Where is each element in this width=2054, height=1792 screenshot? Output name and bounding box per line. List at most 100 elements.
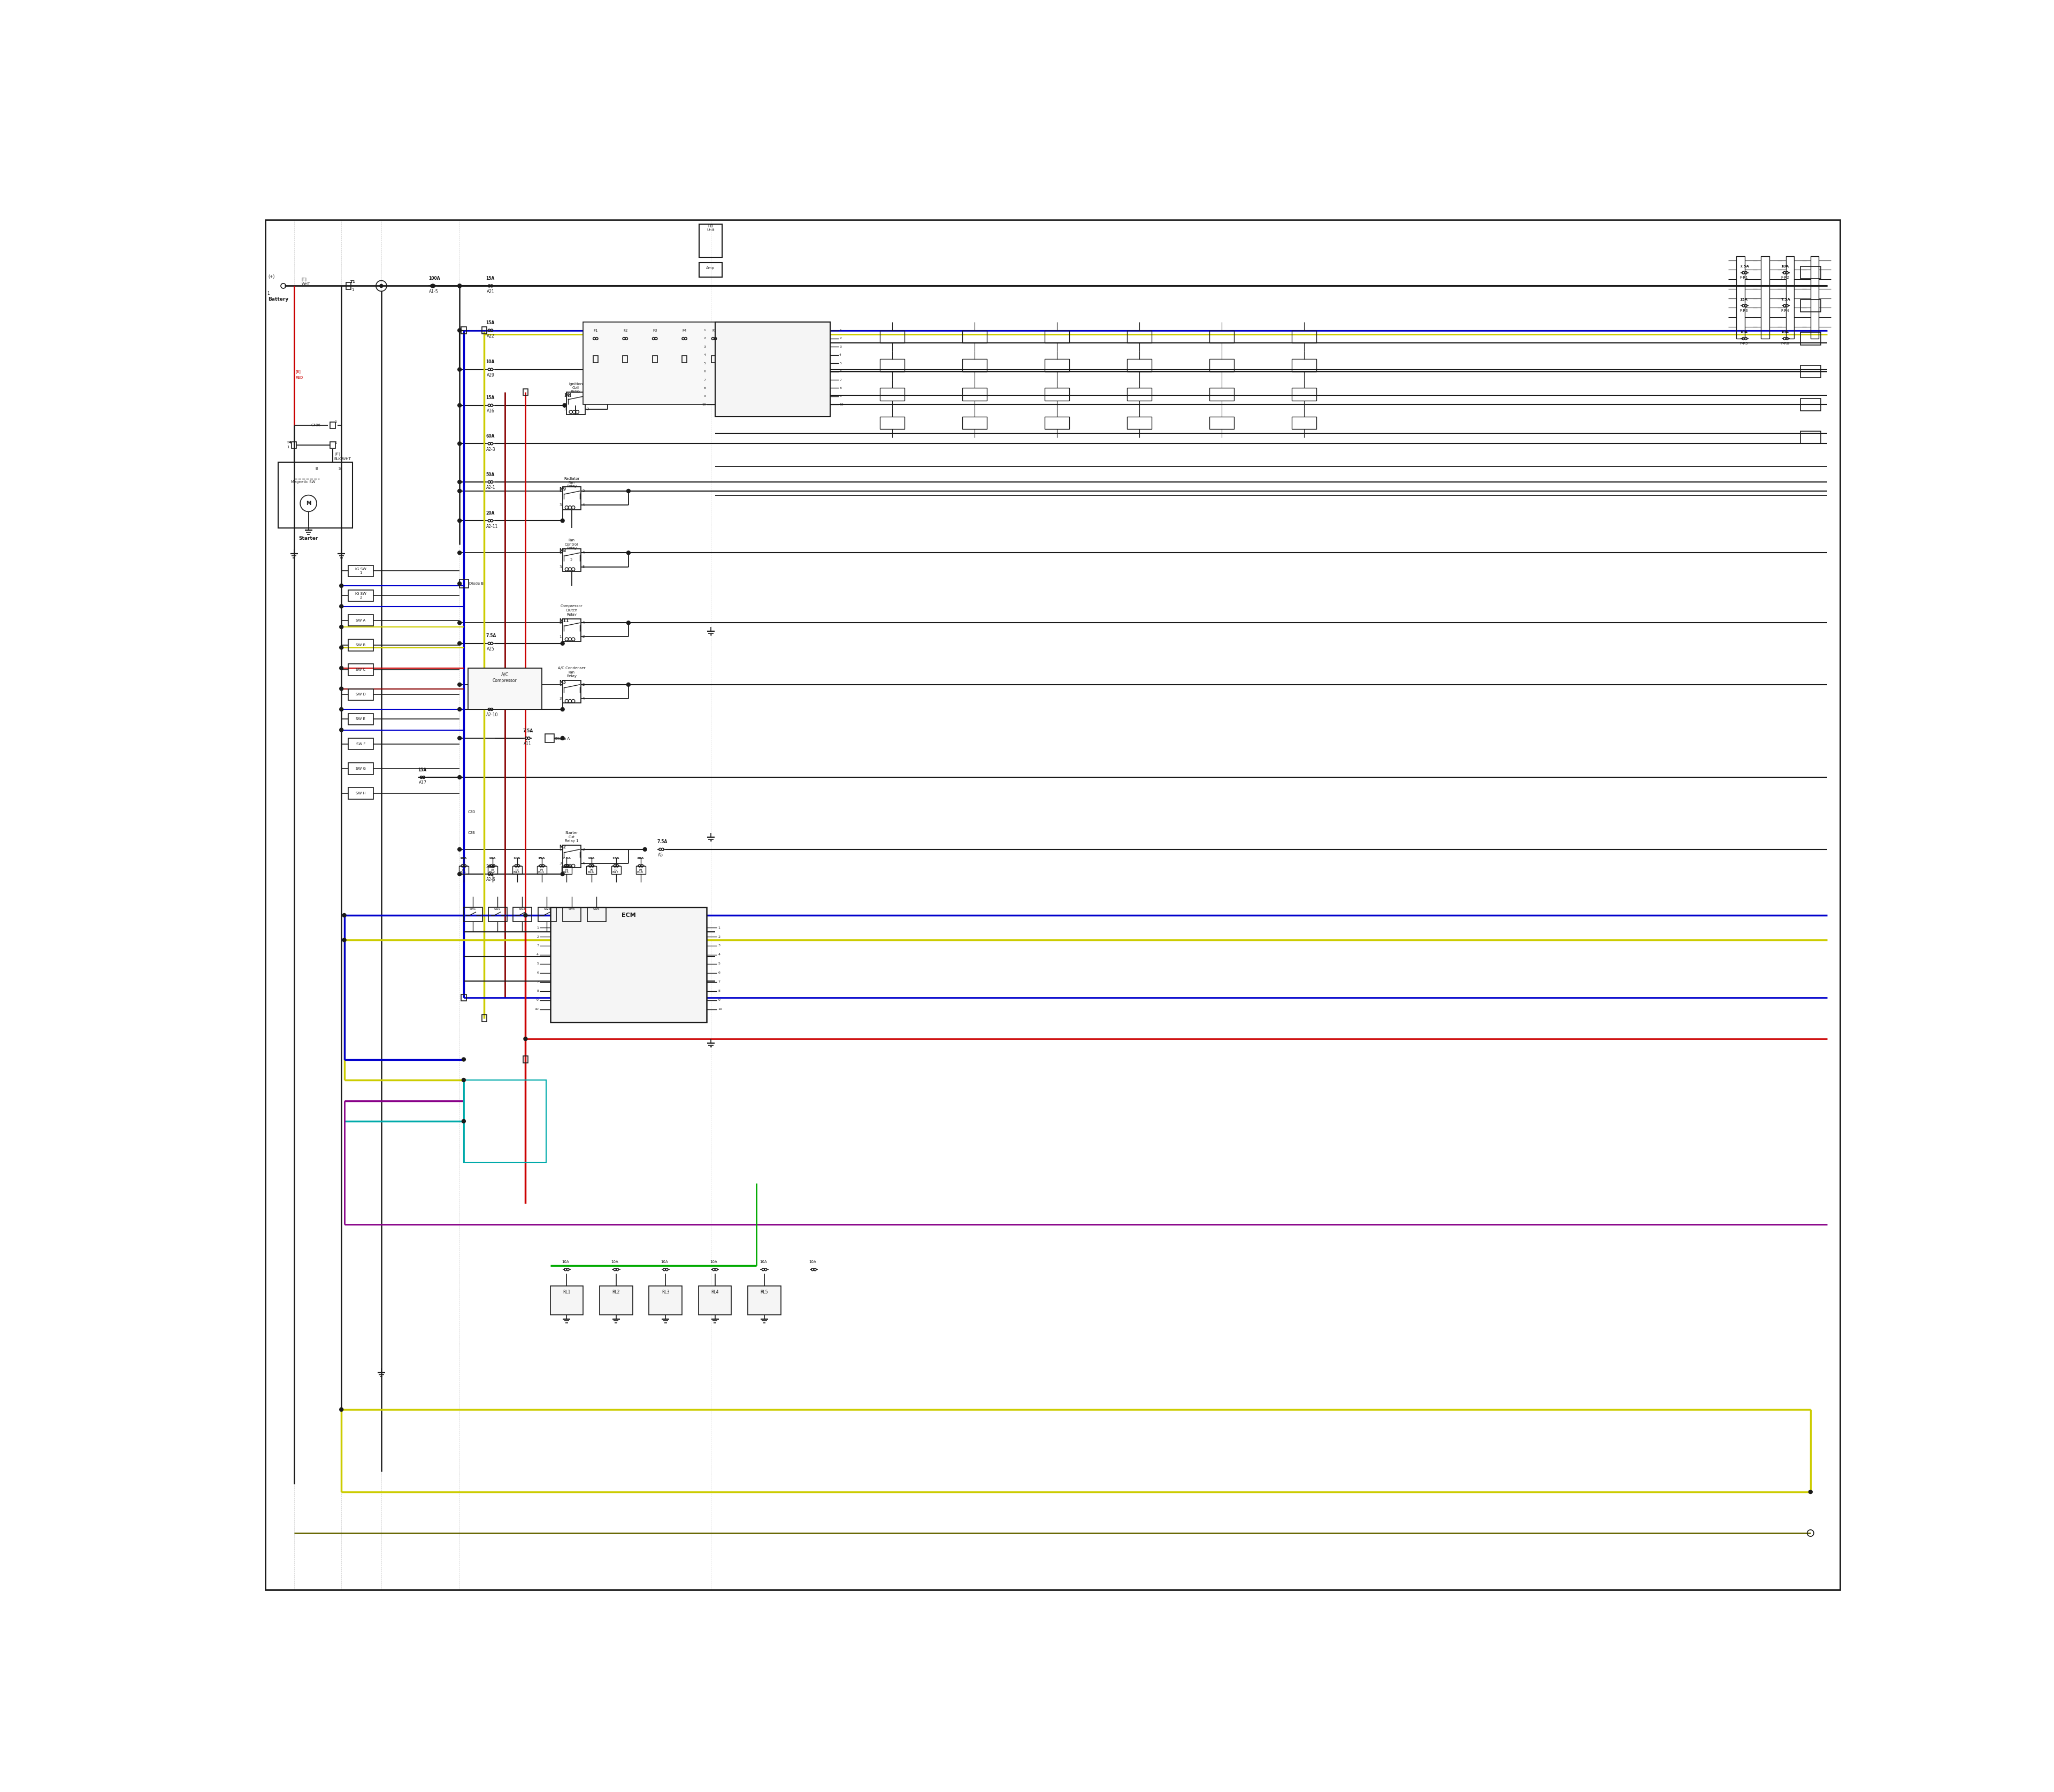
- Circle shape: [458, 550, 462, 556]
- Text: 10A: 10A: [1781, 332, 1789, 333]
- Text: B17: B17: [612, 871, 618, 873]
- Text: Ignition: Ignition: [569, 382, 583, 385]
- Text: 1: 1: [335, 419, 337, 423]
- Bar: [1043, 358, 1070, 371]
- Text: 1: 1: [559, 683, 561, 686]
- Text: 1: 1: [840, 330, 842, 332]
- Text: 3: 3: [840, 346, 842, 348]
- Text: Compressor: Compressor: [493, 677, 518, 683]
- Bar: [349, 738, 374, 749]
- Text: 5: 5: [719, 962, 721, 966]
- Bar: [279, 462, 353, 529]
- Text: 3: 3: [719, 944, 721, 948]
- Text: 4: 4: [583, 862, 585, 866]
- Text: A21: A21: [487, 289, 495, 294]
- Text: A2-6: A2-6: [487, 878, 495, 882]
- Text: B14: B14: [538, 871, 544, 873]
- Text: A1-5: A1-5: [429, 289, 440, 294]
- Bar: [698, 1287, 731, 1315]
- Circle shape: [561, 737, 565, 740]
- Circle shape: [458, 848, 462, 851]
- Text: P4: P4: [540, 869, 544, 871]
- Text: 10: 10: [702, 403, 707, 405]
- Bar: [711, 357, 717, 362]
- Bar: [682, 357, 686, 362]
- Text: F-R3: F-R3: [1740, 308, 1748, 312]
- Text: 50A: 50A: [487, 471, 495, 477]
- Bar: [561, 866, 571, 874]
- Text: Diode B: Diode B: [468, 582, 483, 586]
- Text: C2B: C2B: [468, 831, 474, 835]
- Circle shape: [339, 645, 343, 649]
- Text: A5: A5: [657, 853, 663, 858]
- Text: RL3: RL3: [661, 1290, 670, 1294]
- Text: 7.5A: 7.5A: [524, 728, 534, 733]
- Text: 3: 3: [778, 346, 781, 348]
- Text: 4: 4: [583, 622, 585, 624]
- Circle shape: [339, 728, 343, 731]
- Text: 3: 3: [563, 394, 565, 398]
- Text: 1: 1: [705, 330, 707, 332]
- Text: 10A: 10A: [612, 1260, 618, 1263]
- Text: 4: 4: [587, 394, 589, 398]
- Text: 15A: 15A: [612, 857, 618, 860]
- Bar: [563, 487, 581, 509]
- Text: A22: A22: [487, 333, 495, 339]
- Text: Compressor: Compressor: [561, 604, 583, 607]
- Bar: [489, 907, 507, 921]
- Bar: [715, 323, 830, 418]
- Text: 10A: 10A: [587, 857, 594, 860]
- Text: 8: 8: [536, 989, 538, 993]
- Circle shape: [343, 914, 347, 918]
- Text: 4: 4: [583, 697, 585, 701]
- Bar: [468, 668, 542, 710]
- Text: ECM: ECM: [620, 912, 635, 918]
- Bar: [961, 389, 986, 400]
- Bar: [637, 866, 645, 874]
- Text: A2-11: A2-11: [487, 523, 497, 529]
- Text: 10A: 10A: [514, 857, 520, 860]
- Circle shape: [339, 604, 343, 607]
- Text: 15A: 15A: [417, 767, 427, 772]
- Text: 10A: 10A: [487, 360, 495, 364]
- Bar: [1210, 418, 1234, 430]
- Text: 20A: 20A: [637, 857, 643, 860]
- Text: A2-10: A2-10: [487, 713, 497, 717]
- Text: 5: 5: [778, 364, 781, 366]
- Text: [E]: [E]: [296, 369, 302, 373]
- Text: 10A: 10A: [1781, 265, 1789, 269]
- Text: 5: 5: [583, 564, 585, 568]
- Text: 60A: 60A: [487, 434, 495, 439]
- Text: 2: 2: [583, 489, 585, 493]
- Text: 2: 2: [583, 634, 585, 638]
- Text: M2: M2: [559, 844, 567, 849]
- Text: F4: F4: [682, 328, 686, 332]
- Text: M4: M4: [565, 392, 571, 398]
- Text: SW H: SW H: [355, 792, 366, 796]
- Bar: [349, 763, 374, 774]
- Text: [E]: [E]: [335, 452, 341, 455]
- Text: 1: 1: [563, 409, 565, 410]
- Text: B16: B16: [587, 871, 594, 873]
- Text: 15A: 15A: [487, 396, 495, 400]
- Text: 9: 9: [536, 998, 538, 1002]
- Circle shape: [458, 367, 462, 371]
- Text: F-R1: F-R1: [1740, 276, 1748, 280]
- Text: SW1: SW1: [470, 909, 477, 910]
- Circle shape: [561, 708, 565, 711]
- Text: SW2: SW2: [495, 909, 501, 910]
- Text: 7: 7: [840, 378, 842, 382]
- Text: SW F: SW F: [355, 742, 366, 745]
- Bar: [1128, 358, 1152, 371]
- Text: 1: 1: [559, 848, 561, 851]
- Text: 6: 6: [778, 373, 781, 375]
- Bar: [1043, 389, 1070, 400]
- Circle shape: [1810, 1491, 1812, 1495]
- Circle shape: [643, 848, 647, 851]
- Text: 10A: 10A: [489, 857, 495, 860]
- Bar: [612, 866, 620, 874]
- Text: 6: 6: [840, 371, 842, 373]
- Text: B: B: [316, 466, 318, 470]
- Text: RL1: RL1: [563, 1290, 571, 1294]
- Circle shape: [458, 582, 462, 586]
